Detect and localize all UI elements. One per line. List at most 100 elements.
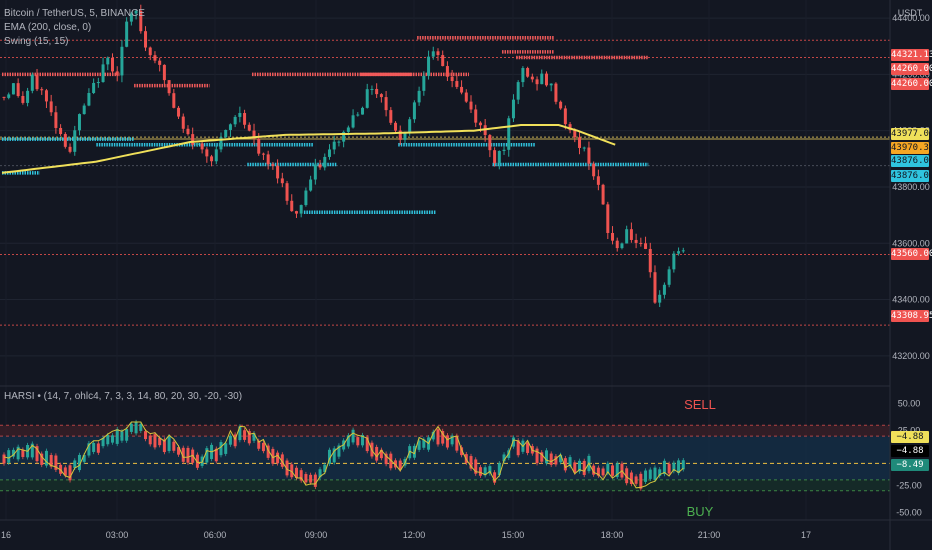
candle-body: [681, 250, 685, 252]
harsi-candle: [502, 454, 506, 462]
harsi-candle: [436, 429, 440, 445]
candle-body: [535, 79, 539, 85]
harsi-candle: [361, 435, 365, 446]
ema-legend[interactable]: EMA (200, close, 0): [4, 22, 92, 33]
candle-body: [578, 137, 582, 148]
osc-tag: −4.88: [891, 431, 929, 443]
candle-body: [370, 88, 374, 90]
harsi-candle: [526, 442, 530, 454]
harsi-candle: [365, 437, 369, 452]
harsi-candle: [677, 460, 681, 474]
candle-body: [59, 127, 63, 135]
osc-tick-label: 50.00: [898, 398, 921, 408]
candle-body: [228, 124, 232, 130]
time-tick-label: 16: [1, 530, 11, 540]
candle-body: [648, 248, 652, 273]
candle-body: [389, 110, 393, 123]
harsi-candle: [648, 469, 652, 479]
candle-body: [195, 143, 199, 145]
candle-body: [40, 89, 44, 91]
candle-body: [502, 149, 506, 151]
harsi-candle: [261, 442, 265, 452]
harsi-candle: [139, 423, 143, 431]
harsi-candle: [323, 464, 327, 473]
harsi-candle: [304, 474, 308, 483]
harsi-candle: [417, 440, 421, 450]
candle-body: [153, 55, 157, 61]
harsi-candle: [125, 429, 129, 441]
harsi-candle: [535, 448, 539, 464]
candle-body: [49, 101, 53, 113]
harsi-candle: [653, 467, 657, 480]
harsi-candle: [144, 431, 148, 440]
harsi-candle: [681, 460, 685, 470]
oversold-zone: [0, 479, 890, 491]
swing-legend[interactable]: Swing (15, 15): [4, 36, 69, 47]
harsi-candle: [40, 453, 44, 465]
candle-body: [493, 150, 497, 164]
harsi-candle: [148, 435, 152, 445]
candle-body: [587, 147, 591, 164]
harsi-candle: [667, 463, 671, 474]
harsi-candle: [96, 443, 100, 453]
candle-body: [394, 122, 398, 131]
harsi-candle: [134, 422, 138, 434]
time-axis-ticks: 16 03:00 06:00 09:00 12:00 15:00 18:00 21:00 17: [1, 530, 811, 540]
harsi-candle: [412, 445, 416, 458]
harsi-candle: [228, 435, 232, 445]
candle-body: [573, 130, 577, 138]
symbol-legend[interactable]: Bitcoin / TetherUS, 5, BINANCE: [4, 8, 145, 19]
harsi-candle: [606, 463, 610, 473]
harsi-candle: [21, 449, 25, 457]
candle-body: [2, 96, 6, 98]
candle-body: [16, 83, 20, 97]
harsi-candle: [172, 441, 176, 451]
candle-body: [629, 229, 633, 240]
candle-body: [478, 122, 482, 126]
price-tag: 43876.00: [891, 155, 932, 167]
time-tick-label: 12:00: [403, 530, 426, 540]
time-tick-label: 03:00: [106, 530, 129, 540]
harsi-candle: [563, 458, 567, 471]
harsi-candle: [540, 452, 544, 462]
time-tick-label: 15:00: [502, 530, 525, 540]
candle-body: [667, 269, 671, 285]
harsi-legend[interactable]: HARSI • (14, 7, ohlc4, 7, 3, 3, 14, 80, …: [4, 391, 243, 402]
harsi-candle: [398, 460, 402, 470]
harsi-candle: [375, 446, 379, 461]
harsi-candle: [497, 463, 501, 476]
harsi-candle: [629, 472, 633, 485]
harsi-candle: [195, 454, 199, 468]
candle-body: [662, 284, 666, 295]
swing-lines: [2, 36, 649, 215]
candle-body: [526, 68, 530, 77]
candle-body: [516, 82, 520, 100]
candle-body: [653, 272, 657, 303]
candle-body: [427, 56, 431, 76]
candle-body: [361, 107, 365, 115]
harsi-candle: [7, 450, 11, 463]
time-tick-label: 21:00: [698, 530, 721, 540]
harsi-candle: [73, 460, 77, 468]
candle-body: [554, 83, 558, 102]
candle-body: [563, 108, 567, 125]
candle-body: [115, 71, 119, 76]
harsi-candle: [596, 467, 600, 476]
harsi-candle: [474, 459, 478, 474]
price-tag: 44260.00: [891, 78, 932, 90]
harsi-candle: [162, 439, 166, 453]
harsi-candle: [332, 448, 336, 463]
candle-body: [30, 74, 34, 91]
candle-body: [144, 31, 148, 48]
harsi-candle: [658, 469, 662, 476]
candle-body: [68, 146, 72, 152]
candle-body: [266, 154, 270, 165]
harsi-candle: [49, 455, 53, 467]
price-tag: 44321.13: [891, 49, 932, 61]
candle-body: [460, 86, 464, 93]
candle-body: [177, 107, 181, 117]
candle-body: [219, 137, 223, 150]
candle-body: [233, 116, 237, 125]
harsi-candle: [219, 442, 223, 456]
